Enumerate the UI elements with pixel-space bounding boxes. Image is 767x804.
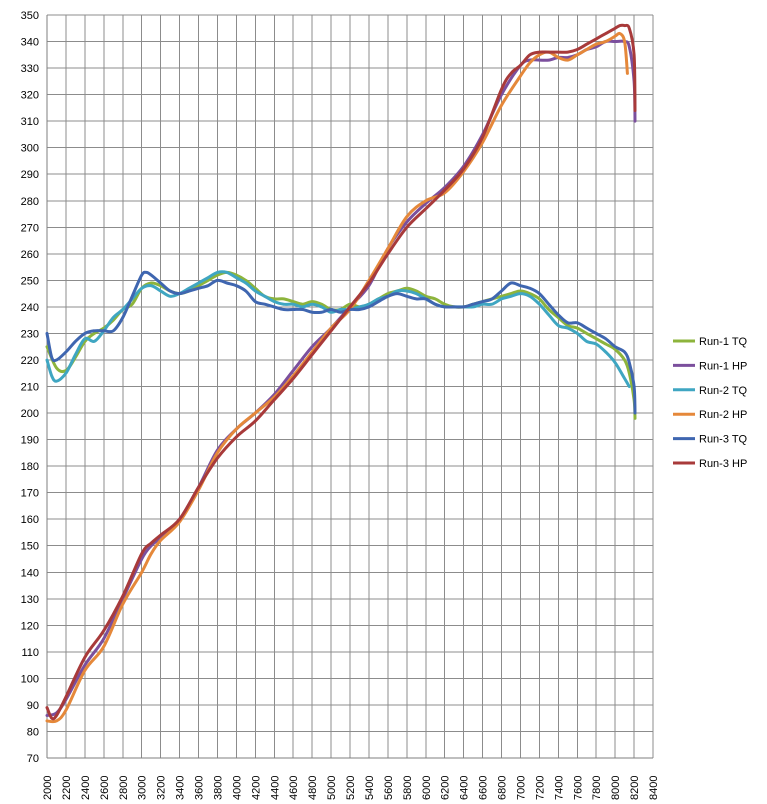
legend-label-run-2-hp: Run-2 HP xyxy=(699,409,747,421)
x-tick-label: 6800 xyxy=(497,776,509,800)
x-tick-label: 3600 xyxy=(194,776,206,800)
y-tick-label: 350 xyxy=(21,10,39,22)
x-tick-label: 2800 xyxy=(118,776,130,800)
x-tick-label: 4600 xyxy=(288,776,300,800)
series-lines xyxy=(45,23,637,724)
y-tick-label: 310 xyxy=(21,116,39,128)
y-axis-tick-labels: 70 80 90 100 110 120 130 140 150 160 170 180 190 200 2… xyxy=(21,10,39,765)
y-tick-label: 180 xyxy=(21,461,39,473)
x-tick-label: 8000 xyxy=(610,776,622,800)
x-tick-label: 4000 xyxy=(231,776,243,800)
x-axis-tick-labels: 2000 2200 2400 2600 2800 3000 3200 3400 3600 3800… xyxy=(42,776,660,800)
y-tick-label: 220 xyxy=(21,355,39,367)
y-tick-label: 130 xyxy=(21,594,39,606)
y-tick-label: 100 xyxy=(21,673,39,685)
legend: Run-1 TQ Run-1 HP Run-2 TQ Run-2 HP Run-3 TQ… xyxy=(673,336,748,470)
x-tick-label: 2400 xyxy=(80,776,92,800)
y-tick-label: 300 xyxy=(21,143,39,155)
legend-label-run-1-tq: Run-1 TQ xyxy=(699,336,748,348)
x-tick-label: 7400 xyxy=(553,776,565,800)
x-tick-label: 2600 xyxy=(99,776,111,800)
series-line-run-1-tq xyxy=(45,270,637,420)
y-tick-label: 120 xyxy=(21,620,39,632)
x-tick-label: 5200 xyxy=(345,776,357,800)
gridlines xyxy=(46,14,654,759)
legend-label-run-1-hp: Run-1 HP xyxy=(699,360,747,372)
x-tick-label: 7600 xyxy=(572,776,584,800)
y-tick-label: 160 xyxy=(21,514,39,526)
x-tick-label: 8200 xyxy=(629,776,641,800)
y-tick-label: 340 xyxy=(21,37,39,49)
y-tick-label: 260 xyxy=(21,249,39,261)
x-tick-label: 6200 xyxy=(440,776,452,800)
y-tick-label: 210 xyxy=(21,382,39,394)
y-tick-label: 150 xyxy=(21,541,39,553)
y-tick-label: 70 xyxy=(27,753,39,765)
y-tick-label: 170 xyxy=(21,488,39,500)
y-tick-label: 90 xyxy=(27,700,39,712)
y-tick-label: 320 xyxy=(21,90,39,102)
y-tick-label: 250 xyxy=(21,275,39,287)
y-tick-label: 110 xyxy=(21,647,39,659)
x-tick-label: 4400 xyxy=(269,776,281,800)
x-tick-label: 7200 xyxy=(534,776,546,800)
legend-label-run-3-hp: Run-3 HP xyxy=(699,458,747,470)
x-tick-label: 2000 xyxy=(42,776,54,800)
x-tick-label: 8400 xyxy=(648,776,660,800)
x-tick-label: 5400 xyxy=(364,776,376,800)
y-tick-label: 200 xyxy=(21,408,39,420)
x-tick-label: 2200 xyxy=(61,776,73,800)
y-tick-label: 330 xyxy=(21,63,39,75)
x-tick-label: 3000 xyxy=(137,776,149,800)
y-tick-label: 230 xyxy=(21,328,39,340)
y-tick-label: 290 xyxy=(21,169,39,181)
y-tick-label: 240 xyxy=(21,302,39,314)
x-tick-label: 3800 xyxy=(212,776,224,800)
legend-label-run-3-tq: Run-3 TQ xyxy=(699,434,748,446)
y-tick-label: 140 xyxy=(21,567,39,579)
x-tick-label: 5600 xyxy=(383,776,395,800)
x-tick-label: 7000 xyxy=(515,776,527,800)
y-tick-label: 280 xyxy=(21,196,39,208)
y-tick-label: 270 xyxy=(21,222,39,234)
x-tick-label: 7800 xyxy=(591,776,603,800)
x-tick-label: 5000 xyxy=(326,776,338,800)
series-line-run-3-hp xyxy=(45,23,637,721)
x-tick-label: 3200 xyxy=(156,776,168,800)
x-tick-label: 6400 xyxy=(459,776,471,800)
x-tick-label: 3400 xyxy=(175,776,187,800)
y-tick-label: 190 xyxy=(21,435,39,447)
legend-label-run-2-tq: Run-2 TQ xyxy=(699,385,748,397)
x-tick-label: 6000 xyxy=(421,776,433,800)
series-line-run-2-hp xyxy=(45,31,629,724)
x-tick-label: 6600 xyxy=(478,776,490,800)
x-tick-label: 4800 xyxy=(307,776,319,800)
y-tick-label: 80 xyxy=(27,726,39,738)
x-tick-label: 5800 xyxy=(402,776,414,800)
series-line-run-3-tq xyxy=(45,270,637,415)
x-tick-label: 4200 xyxy=(250,776,262,800)
